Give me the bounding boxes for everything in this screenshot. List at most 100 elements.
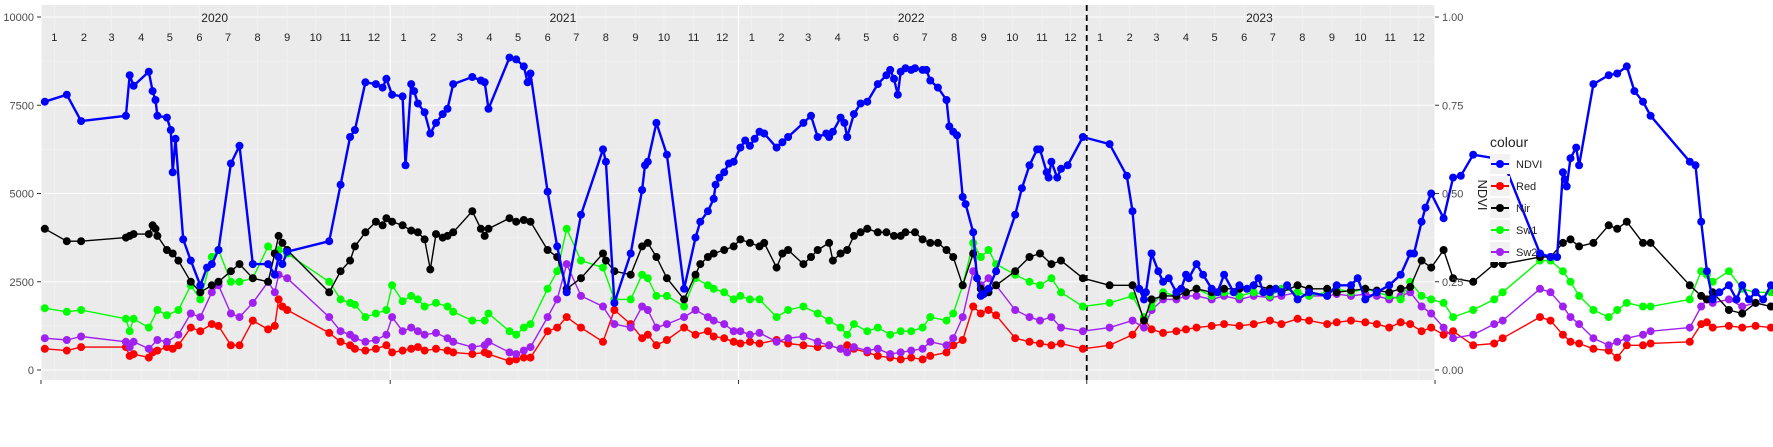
data-point-ndvi bbox=[1709, 295, 1717, 303]
data-point-ndvi bbox=[1397, 271, 1405, 279]
data-point-sw2 bbox=[1575, 320, 1583, 328]
data-point-nir bbox=[902, 228, 910, 236]
data-point-sw2 bbox=[1613, 338, 1621, 346]
data-point-nir bbox=[730, 242, 738, 250]
data-point-sw2 bbox=[874, 345, 882, 353]
data-point-red bbox=[1709, 324, 1717, 332]
data-point-red bbox=[874, 352, 882, 360]
data-point-sw2 bbox=[577, 292, 585, 300]
data-point-sw2 bbox=[663, 320, 671, 328]
data-point-red bbox=[399, 347, 407, 355]
data-point-nir bbox=[882, 228, 890, 236]
data-point-ndvi bbox=[421, 108, 429, 116]
data-point-red bbox=[943, 348, 951, 356]
data-point-nir bbox=[1159, 292, 1167, 300]
data-point-ndvi bbox=[926, 77, 934, 85]
data-point-ndvi bbox=[179, 235, 187, 243]
data-point-ndvi bbox=[414, 100, 422, 108]
data-point-ndvi bbox=[1026, 161, 1034, 169]
month-label: 6 bbox=[196, 32, 202, 44]
data-point-ndvi bbox=[122, 112, 130, 120]
data-point-nir bbox=[814, 246, 822, 254]
data-point-ndvi bbox=[524, 78, 532, 86]
data-point-ndvi bbox=[599, 145, 607, 153]
data-point-ndvi bbox=[652, 119, 660, 127]
month-label: 10 bbox=[658, 32, 670, 44]
data-point-sw2 bbox=[756, 329, 764, 337]
data-point-ndvi bbox=[1045, 174, 1053, 182]
data-point-ndvi bbox=[407, 80, 415, 88]
data-point-ndvi bbox=[1154, 267, 1162, 275]
data-point-ndvi bbox=[1373, 288, 1381, 296]
data-point-nir bbox=[145, 230, 153, 238]
data-point-sw1 bbox=[1725, 267, 1733, 275]
data-point-red bbox=[77, 343, 85, 351]
data-point-ndvi bbox=[704, 207, 712, 215]
data-point-sw1 bbox=[485, 310, 493, 318]
data-point-red bbox=[449, 348, 457, 356]
data-point-ndvi bbox=[638, 186, 646, 194]
data-point-sw2 bbox=[187, 310, 195, 318]
month-label: 11 bbox=[1384, 32, 1395, 44]
data-point-nir bbox=[264, 278, 272, 286]
data-point-sw2 bbox=[886, 350, 894, 358]
data-point-sw1 bbox=[644, 274, 652, 282]
data-point-sw1 bbox=[943, 317, 951, 325]
data-point-sw1 bbox=[1036, 281, 1044, 289]
month-label: 12 bbox=[368, 32, 380, 44]
data-point-ndvi bbox=[264, 260, 272, 268]
data-point-ndvi bbox=[736, 144, 744, 152]
data-point-sw1 bbox=[949, 310, 957, 318]
data-point-ndvi bbox=[1567, 154, 1575, 162]
data-point-nir bbox=[959, 281, 967, 289]
data-point-sw1 bbox=[1575, 292, 1583, 300]
data-point-ndvi bbox=[1106, 140, 1114, 148]
data-point-red bbox=[1469, 341, 1477, 349]
data-point-ndvi bbox=[1647, 112, 1655, 120]
data-point-ndvi bbox=[271, 271, 279, 279]
data-point-nir bbox=[807, 253, 815, 261]
month-label: 2 bbox=[430, 32, 436, 44]
data-point-ndvi bbox=[799, 119, 807, 127]
data-point-sw1 bbox=[784, 306, 792, 314]
data-point-nir bbox=[599, 250, 607, 258]
data-point-ndvi bbox=[992, 267, 1000, 275]
data-point-red bbox=[1738, 324, 1746, 332]
data-point-red bbox=[710, 333, 718, 341]
data-point-nir bbox=[627, 271, 635, 279]
month-label: 2 bbox=[778, 32, 784, 44]
data-point-ndvi bbox=[1036, 145, 1044, 153]
data-point-sw2 bbox=[1647, 327, 1655, 335]
data-point-sw1 bbox=[1440, 299, 1448, 307]
data-point-nir bbox=[1738, 310, 1746, 318]
data-point-red bbox=[1079, 345, 1087, 353]
data-point-red bbox=[1047, 341, 1055, 349]
data-point-red bbox=[1647, 340, 1655, 348]
data-point-sw1 bbox=[544, 285, 552, 293]
data-point-sw1 bbox=[122, 315, 130, 323]
data-point-nir bbox=[361, 228, 369, 236]
data-point-nir bbox=[1397, 285, 1405, 293]
data-point-ndvi bbox=[1692, 161, 1700, 169]
data-point-nir bbox=[1193, 285, 1201, 293]
data-point-red bbox=[730, 338, 738, 346]
data-point-nir bbox=[1605, 221, 1613, 229]
data-point-red bbox=[130, 350, 138, 358]
data-point-ndvi bbox=[402, 161, 410, 169]
data-point-nir bbox=[325, 288, 333, 296]
data-point-ndvi bbox=[712, 181, 720, 189]
data-point-ndvi bbox=[1079, 133, 1087, 141]
data-point-ndvi bbox=[1129, 207, 1137, 215]
data-point-sw1 bbox=[153, 306, 161, 314]
data-point-nir bbox=[825, 239, 833, 247]
data-point-ndvi bbox=[760, 130, 768, 138]
data-point-nir bbox=[77, 237, 85, 245]
data-point-nir bbox=[799, 260, 807, 268]
data-point-sw2 bbox=[1036, 317, 1044, 325]
data-point-nir bbox=[174, 257, 182, 265]
data-point-nir bbox=[652, 253, 660, 261]
data-point-ndvi bbox=[553, 242, 561, 250]
legend-key-point bbox=[1496, 248, 1504, 256]
data-point-nir bbox=[1686, 281, 1694, 289]
legend-label-ndvi: NDVI bbox=[1516, 159, 1542, 171]
